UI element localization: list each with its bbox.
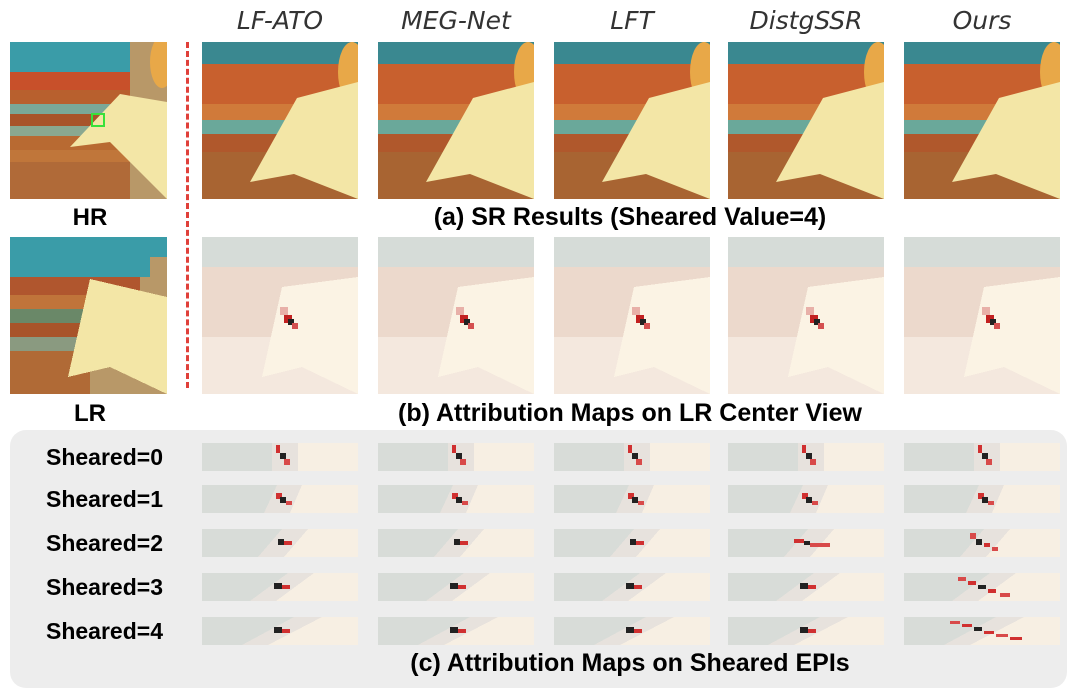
epi-meg-net-sheared-4 <box>378 617 534 645</box>
epi-ours-sheared-3 <box>904 573 1060 601</box>
method-header-distgssr: DistgSSR <box>749 6 863 35</box>
epi-lft-sheared-2 <box>554 529 710 557</box>
sheared-label-3: Sheared=3 <box>46 574 163 600</box>
sr-result-distgssr <box>728 42 884 199</box>
epi-lf-ato-sheared-4 <box>202 617 358 645</box>
epi-lf-ato-sheared-2 <box>202 529 358 557</box>
epi-distgssr-sheared-1 <box>728 485 884 513</box>
lr-label: LR <box>74 400 106 427</box>
epi-distgssr-sheared-4 <box>728 617 884 645</box>
attribution-map-meg-net <box>378 237 534 394</box>
sr-result-lf-ato <box>202 42 358 199</box>
epi-distgssr-sheared-0 <box>728 443 884 471</box>
epi-ours-sheared-2 <box>904 529 1060 557</box>
sr-result-ours <box>904 42 1060 199</box>
sheared-label-4: Sheared=4 <box>46 618 163 644</box>
method-header-lft: LFT <box>610 6 654 35</box>
epi-ours-sheared-0 <box>904 443 1060 471</box>
hr-reference-image <box>10 42 167 199</box>
hr-label: HR <box>72 204 108 231</box>
method-header-ours: Ours <box>952 6 1012 35</box>
section-divider <box>186 42 189 388</box>
lr-input-image <box>10 237 167 394</box>
epi-meg-net-sheared-3 <box>378 573 534 601</box>
caption-attribution-lr: (b) Attribution Maps on LR Center View <box>398 399 862 427</box>
epi-meg-net-sheared-0 <box>378 443 534 471</box>
attribution-map-lft <box>554 237 710 394</box>
caption-attribution-epis: (c) Attribution Maps on Sheared EPIs <box>410 649 850 677</box>
sheared-label-0: Sheared=0 <box>46 444 163 470</box>
epi-lft-sheared-1 <box>554 485 710 513</box>
epi-lft-sheared-3 <box>554 573 710 601</box>
caption-sr-results: (a) SR Results (Sheared Value=4) <box>433 203 827 231</box>
epi-ours-sheared-4 <box>904 617 1060 645</box>
attribution-map-ours <box>904 237 1060 394</box>
sheared-label-2: Sheared=2 <box>46 530 163 556</box>
epi-lft-sheared-4 <box>554 617 710 645</box>
epi-meg-net-sheared-2 <box>378 529 534 557</box>
epi-meg-net-sheared-1 <box>378 485 534 513</box>
epi-lft-sheared-0 <box>554 443 710 471</box>
sr-result-meg-net <box>378 42 534 199</box>
method-header-lf-ato: LF-ATO <box>236 6 324 35</box>
attribution-map-distgssr <box>728 237 884 394</box>
epi-distgssr-sheared-2 <box>728 529 884 557</box>
sheared-epi-panel <box>10 430 1067 688</box>
method-header-meg-net: MEG-Net <box>401 6 511 35</box>
epi-lf-ato-sheared-0 <box>202 443 358 471</box>
epi-ours-sheared-1 <box>904 485 1060 513</box>
sr-result-lft <box>554 42 710 199</box>
epi-lf-ato-sheared-1 <box>202 485 358 513</box>
epi-lf-ato-sheared-3 <box>202 573 358 601</box>
attribution-map-lf-ato <box>202 237 358 394</box>
sheared-label-1: Sheared=1 <box>46 486 163 512</box>
epi-distgssr-sheared-3 <box>728 573 884 601</box>
